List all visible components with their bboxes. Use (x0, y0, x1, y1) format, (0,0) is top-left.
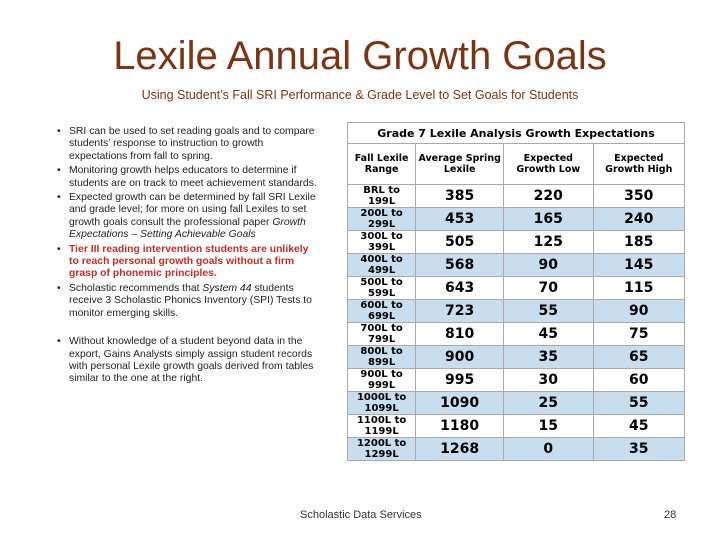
table-row: BRL to 199L 385 220 350 (346, 184, 686, 208)
value-cell: 350 (592, 184, 686, 208)
column-header: Fall Lexile Range (346, 143, 417, 185)
value-cell: 55 (592, 391, 686, 415)
value-cell: 0 (503, 437, 594, 461)
bullet-text: System 44 (202, 282, 252, 294)
bullet-text: Growth Expectations – Setting Achievable… (69, 216, 306, 241)
value-cell: 30 (503, 368, 594, 392)
value-cell: 15 (503, 414, 594, 438)
value-cell: 35 (592, 437, 686, 461)
table-row: 200L to 299L 453 165 240 (346, 207, 686, 231)
value-cell: 125 (503, 230, 594, 254)
table-row: 900L to 999L 995 30 60 (346, 368, 686, 392)
bullet-text: SRI can be used to set reading goals and… (69, 126, 315, 162)
value-cell: 385 (415, 184, 505, 208)
value-cell: 810 (415, 322, 505, 346)
value-cell: 35 (503, 345, 594, 369)
value-cell: 145 (592, 253, 686, 277)
value-cell: 900 (415, 345, 505, 369)
value-cell: 45 (503, 322, 594, 346)
table-title: Grade 7 Lexile Analysis Growth Expectati… (347, 122, 685, 144)
range-cell: 700L to 799L (346, 322, 417, 346)
bullet: Tier III reading intervention students a… (55, 244, 320, 281)
bullet-text: Without knowledge of a student beyond da… (69, 336, 314, 385)
bullet: Scholastic recommends that System 44 stu… (55, 283, 320, 320)
page-number: 28 (664, 509, 677, 521)
bullet: Without knowledge of a student beyond da… (55, 336, 320, 386)
value-cell: 723 (415, 299, 505, 323)
column-header: Average Spring Lexile (415, 143, 505, 185)
table-row: 700L to 799L 810 45 75 (346, 322, 686, 346)
value-cell: 55 (503, 299, 594, 323)
range-cell: 300L to 399L (346, 230, 417, 254)
value-cell: 75 (592, 322, 686, 346)
range-cell: 600L to 699L (346, 299, 417, 323)
bullet-text: students receive 3 Scholastic Phonics In… (69, 282, 312, 319)
footer-source: Scholastic Data Services (300, 509, 422, 521)
column-header: Expected Growth High (592, 143, 686, 185)
value-cell: 185 (592, 230, 686, 254)
table-row: 600L to 699L 723 55 90 (346, 299, 686, 323)
value-cell: 568 (415, 253, 505, 277)
value-cell: 165 (503, 207, 594, 231)
table-row: 1100L to 1199L 1180 15 45 (346, 414, 686, 438)
value-cell: 1090 (415, 391, 505, 415)
table-row: 800L to 899L 900 35 65 (346, 345, 686, 369)
range-cell: 1100L to 1199L (346, 414, 417, 438)
bullet: Monitoring growth helps educators to det… (55, 165, 320, 190)
value-cell: 115 (592, 276, 686, 300)
slide-subtitle: Using Student’s Fall SRI Performance & G… (141, 88, 579, 102)
table-row: 300L to 399L 505 125 185 (346, 230, 686, 254)
table-row: 1200L to 1299L 1268 0 35 (346, 437, 686, 461)
table-row: 1000L to 1099L 1090 25 55 (346, 391, 686, 415)
value-cell: 90 (592, 299, 686, 323)
value-cell: 643 (415, 276, 505, 300)
value-cell: 45 (592, 414, 686, 438)
growth-table: Grade 7 Lexile Analysis Growth Expectati… (346, 122, 686, 461)
value-cell: 1180 (415, 414, 505, 438)
table-row: 500L to 599L 643 70 115 (346, 276, 686, 300)
bullet-text: Monitoring growth helps educators to det… (69, 165, 317, 189)
value-cell: 453 (415, 207, 505, 231)
range-cell: 1000L to 1099L (346, 391, 417, 415)
slide-title: Lexile Annual Growth Goals (113, 34, 607, 78)
bullet: Expected growth can be determined by fal… (55, 192, 320, 242)
bullet: SRI can be used to set reading goals and… (55, 126, 320, 163)
range-cell: 800L to 899L (346, 345, 417, 369)
column-header: Expected Growth Low (503, 143, 594, 185)
value-cell: 220 (503, 184, 594, 208)
value-cell: 25 (503, 391, 594, 415)
bullet-list: SRI can be used to set reading goals and… (55, 126, 320, 388)
value-cell: 505 (415, 230, 505, 254)
value-cell: 90 (503, 253, 594, 277)
value-cell: 240 (592, 207, 686, 231)
table-row: 400L to 499L 568 90 145 (346, 253, 686, 277)
value-cell: 995 (415, 368, 505, 392)
range-cell: 400L to 499L (346, 253, 417, 277)
range-cell: BRL to 199L (346, 184, 417, 208)
title-row: Grade 7 Lexile Analysis Growth Expectati… (347, 122, 685, 144)
range-cell: 900L to 999L (346, 368, 417, 392)
value-cell: 60 (592, 368, 686, 392)
bullet-text: Tier III reading intervention students a… (69, 243, 309, 280)
range-cell: 200L to 299L (346, 207, 417, 231)
value-cell: 70 (503, 276, 594, 300)
range-cell: 1200L to 1299L (346, 437, 417, 461)
value-cell: 1268 (415, 437, 505, 461)
bullet-text: Expected growth can be determined by fal… (69, 192, 316, 228)
bullet-text: Scholastic recommends that (69, 282, 203, 294)
header-row: Fall Lexile Range Average Spring Lexile Ex… (346, 143, 686, 185)
range-cell: 500L to 599L (346, 276, 417, 300)
value-cell: 65 (592, 345, 686, 369)
